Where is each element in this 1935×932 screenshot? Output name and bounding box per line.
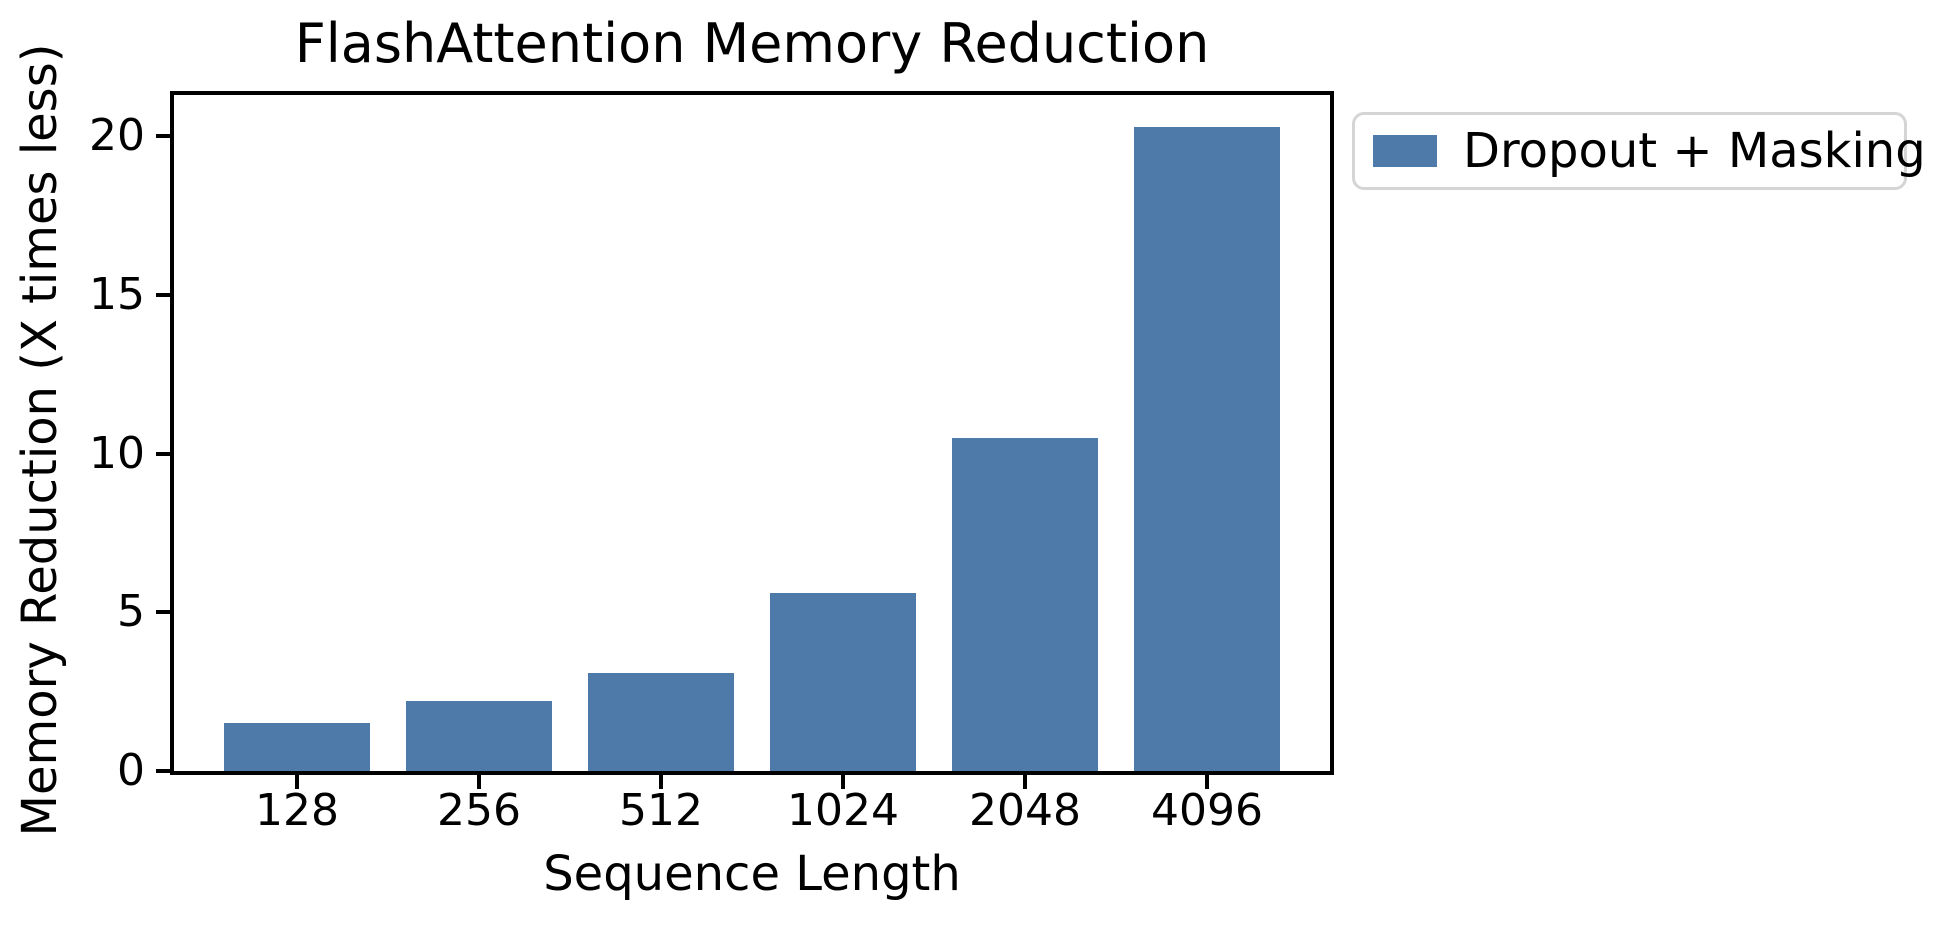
x-tick-mark bbox=[295, 775, 299, 789]
bar-1024 bbox=[770, 593, 916, 771]
legend: Dropout + Masking bbox=[1352, 112, 1926, 190]
y-tick-label: 20 bbox=[89, 110, 145, 162]
y-tick-label: 10 bbox=[89, 427, 145, 479]
y-tick-label: 0 bbox=[117, 745, 145, 796]
legend-swatch-icon bbox=[1373, 135, 1437, 167]
y-tick-label: 5 bbox=[117, 586, 145, 638]
y-tick-mark bbox=[156, 134, 170, 139]
x-tick-label: 2048 bbox=[969, 785, 1081, 836]
x-tick-mark bbox=[1205, 775, 1209, 789]
bar-4096 bbox=[1134, 127, 1280, 771]
x-tick-mark bbox=[659, 775, 663, 789]
plot-area bbox=[170, 91, 1334, 775]
bar-2048 bbox=[952, 438, 1098, 771]
y-tick-mark bbox=[156, 769, 170, 773]
x-tick-mark bbox=[1023, 775, 1027, 789]
bar-512 bbox=[588, 673, 734, 771]
y-tick-mark bbox=[156, 610, 170, 615]
chart-title: FlashAttention Memory Reduction bbox=[294, 12, 1210, 75]
bar-256 bbox=[406, 701, 552, 771]
x-tick-label: 1024 bbox=[787, 785, 899, 836]
y-tick-mark bbox=[156, 451, 170, 456]
bar-128 bbox=[224, 723, 370, 771]
x-tick-mark bbox=[841, 775, 845, 789]
x-tick-label: 512 bbox=[619, 785, 703, 836]
x-tick-mark bbox=[477, 775, 481, 789]
legend-entry-label: Dropout + Masking bbox=[1463, 123, 1926, 179]
y-tick-mark bbox=[156, 292, 170, 297]
y-tick-label: 15 bbox=[89, 268, 145, 320]
x-tick-label: 4096 bbox=[1151, 785, 1263, 836]
x-axis-label: Sequence Length bbox=[543, 846, 961, 902]
x-tick-label: 128 bbox=[255, 785, 339, 836]
x-tick-label: 256 bbox=[437, 785, 521, 836]
